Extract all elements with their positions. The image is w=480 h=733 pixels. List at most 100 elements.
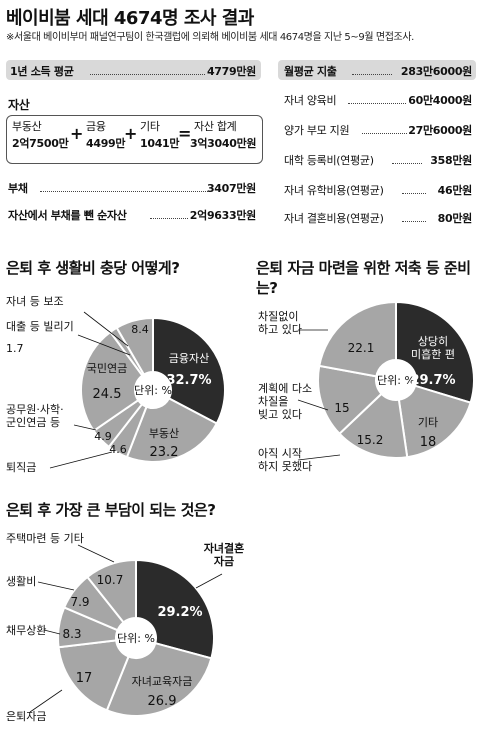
slice-label: 부동산 bbox=[149, 427, 179, 440]
unit-label: 단위: % bbox=[117, 632, 155, 645]
slice-label: 기타 bbox=[418, 416, 438, 429]
asset-realestate-label: 부동산 bbox=[12, 120, 42, 133]
spending-label: 월평균 지출 bbox=[284, 65, 337, 78]
slice-value: 15.2 bbox=[357, 433, 384, 447]
spending-item-value: 358만원 bbox=[430, 154, 472, 167]
pie-slice bbox=[397, 384, 472, 459]
slice-value: 1.7 bbox=[6, 342, 24, 355]
leader-line bbox=[83, 311, 129, 347]
leader-line bbox=[195, 573, 223, 589]
pie-slice bbox=[115, 316, 154, 376]
slice-value: 22.1 bbox=[348, 341, 375, 355]
pie-chart-retirement-income: 단위: % 금융자산 32.7% 부동산 23.2 4.64.9 국민연금 24.5 1.7 8.… bbox=[6, 295, 226, 474]
equals-sign: = bbox=[178, 124, 192, 143]
pie-slice bbox=[80, 330, 144, 433]
pie-slice bbox=[105, 641, 213, 717]
pie-slice bbox=[125, 397, 219, 463]
pie-slice bbox=[338, 392, 409, 459]
leader-dots bbox=[392, 163, 422, 164]
plus-sign: + bbox=[70, 124, 84, 143]
slice-label: 은퇴자금 bbox=[6, 710, 46, 723]
leader-line bbox=[77, 334, 131, 356]
pie-slice bbox=[395, 300, 475, 404]
leader-line bbox=[49, 451, 113, 469]
source-note: ※서울대 베이비부머 패널연구팀이 한국갤럽에 의뢰해 베이비붐 세대 4674… bbox=[6, 32, 414, 43]
unit-label: 단위: % bbox=[377, 374, 415, 387]
slice-value: 23.2 bbox=[150, 445, 179, 460]
slice-label: 국민연금 bbox=[87, 362, 127, 375]
slice-label: 생활비 bbox=[6, 574, 36, 588]
pie-slice bbox=[152, 316, 226, 425]
asset-box bbox=[6, 115, 263, 164]
leader-dots bbox=[352, 74, 392, 75]
pie-slice bbox=[135, 558, 215, 660]
leader-dots bbox=[402, 193, 426, 194]
slice-label: 자녀 등 보조 bbox=[6, 295, 64, 308]
net-assets-label: 자산에서 부채를 뺀 순자산 bbox=[8, 209, 127, 222]
chart2-title: 은퇴 자금 마련을 위한 저축 등 준비는? bbox=[256, 259, 471, 297]
spending-item-value: 80만원 bbox=[437, 212, 473, 225]
pie-slice bbox=[86, 558, 137, 624]
spending-value: 283만6000원 bbox=[400, 65, 472, 78]
slice-value: 15 bbox=[334, 401, 349, 415]
slice-label: 채무상환 bbox=[6, 624, 46, 637]
slice-label: 아직 시작 하지 못했다 bbox=[258, 447, 312, 473]
slice-value: 24.5 bbox=[93, 387, 122, 402]
plus-sign: + bbox=[124, 124, 138, 143]
spending-bar bbox=[278, 60, 476, 80]
pie-chart-retirement-savings: 단위: % 상당히 미흡한 편 29.7% 기타 18 15.2 15 22.1 차질없이 하고 있… bbox=[258, 300, 475, 473]
slice-label: 대출 등 빌리기 bbox=[6, 320, 74, 333]
unit-label: 단위: % bbox=[134, 384, 172, 397]
spending-item-value: 46만원 bbox=[437, 184, 473, 197]
spending-item-label: 양가 부모 지원 bbox=[284, 124, 350, 137]
income-value: 4779만원 bbox=[206, 65, 256, 78]
leader-line bbox=[297, 454, 341, 461]
asset-realestate-value: 2억7500만 bbox=[12, 137, 69, 150]
slice-value: 4.9 bbox=[94, 430, 112, 443]
income-label: 1년 소득 평균 bbox=[10, 65, 74, 78]
slice-value: 8.3 bbox=[62, 627, 81, 641]
leader-dots bbox=[40, 191, 210, 192]
slice-value: 29.2% bbox=[157, 605, 202, 620]
spending-item-value: 60만4000원 bbox=[408, 94, 472, 107]
leader-line bbox=[297, 399, 329, 411]
income-bar bbox=[6, 60, 261, 80]
slice-label: 차질없이 하고 있다 bbox=[258, 310, 302, 336]
slice-value: 17 bbox=[76, 671, 93, 686]
spending-item-value: 27만6000원 bbox=[408, 124, 472, 137]
leader-line bbox=[29, 689, 63, 713]
leader-dots bbox=[402, 221, 426, 222]
pie-chart-retirement-burden: 단위: %29.2% 자녀교육자금 26.9 17 8.3 7.9 10.7 주택마련 등 기… bbox=[6, 532, 244, 723]
slice-label: 상당히 미흡한 편 bbox=[411, 334, 455, 361]
leader-line bbox=[43, 629, 61, 635]
chart1-title: 은퇴 후 생활비 충당 어떻게? bbox=[6, 259, 180, 277]
asset-total-label: 자산 합계 bbox=[194, 120, 237, 133]
leader-dots bbox=[362, 133, 407, 134]
asset-other-value: 1041만 bbox=[140, 137, 180, 150]
leader-dots bbox=[90, 74, 205, 75]
debt-value: 3407만원 bbox=[206, 182, 256, 195]
leader-line bbox=[77, 544, 115, 563]
slice-value: 7.9 bbox=[70, 595, 89, 609]
slice-label: 주택마련 등 기타 bbox=[6, 532, 84, 545]
leader-line bbox=[73, 424, 97, 431]
slice-value: 4.6 bbox=[109, 443, 127, 456]
slice-value: 8.4 bbox=[131, 323, 149, 336]
asset-financial-label: 금융 bbox=[86, 120, 106, 133]
chart3-title: 은퇴 후 가장 큰 부담이 되는 것은? bbox=[6, 501, 216, 519]
slice-label: 퇴직금 bbox=[6, 461, 36, 474]
spending-item-label: 자녀 결혼비용(연평균) bbox=[284, 212, 384, 225]
slice-value: 29.7% bbox=[410, 373, 455, 388]
spending-item-label: 대학 등록비(연평균) bbox=[284, 154, 374, 167]
slice-value: 10.7 bbox=[97, 573, 124, 587]
assets-heading: 자산 bbox=[8, 98, 30, 112]
leader-dots bbox=[150, 218, 188, 219]
spending-item-label: 자녀 양육비 bbox=[284, 94, 337, 107]
slice-value: 18 bbox=[420, 435, 437, 450]
page-title: 베이비붐 세대 4674명 조사 결과 bbox=[6, 8, 254, 29]
asset-other-label: 기타 bbox=[140, 120, 160, 133]
slice-label: 자녀결혼 자금 bbox=[204, 541, 244, 568]
debt-label: 부채 bbox=[8, 182, 28, 195]
slice-label: 금융자산 bbox=[169, 352, 209, 365]
